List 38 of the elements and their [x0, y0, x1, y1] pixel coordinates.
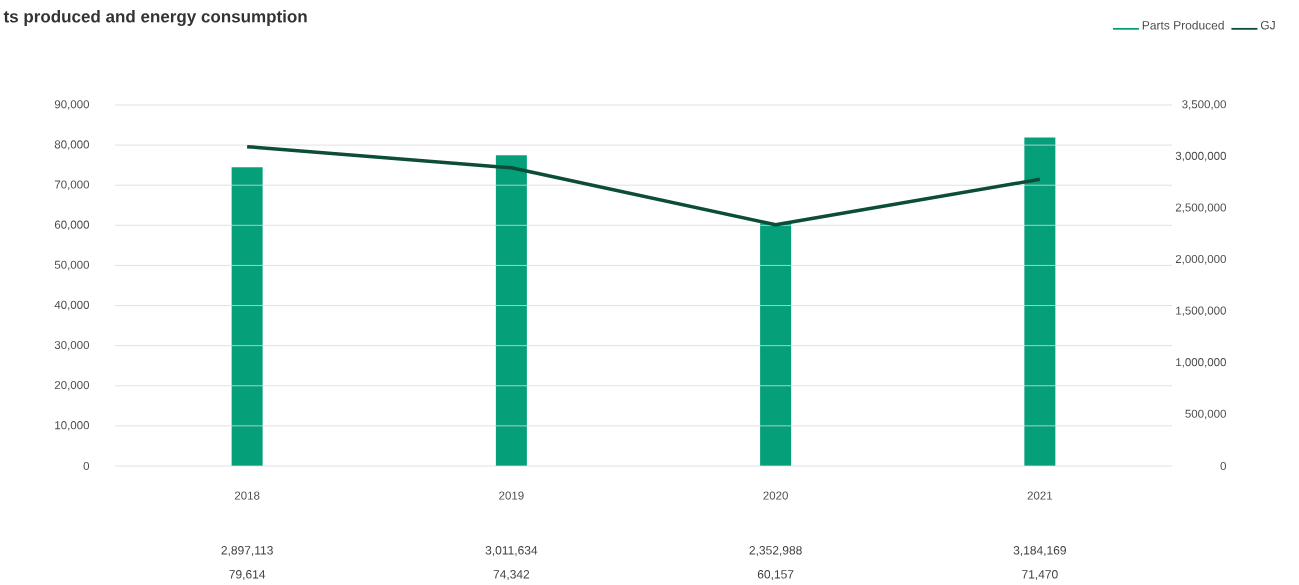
line-series	[245, 144, 1042, 227]
y-tick-label: 30,000	[54, 340, 90, 351]
chart-title: ts produced and energy consumption	[3, 10, 307, 26]
y2-tick-label: 3,000,000	[1175, 151, 1226, 162]
y-tick-label: 40,000	[54, 300, 90, 311]
y2-tick-label: 3,500,00	[1182, 100, 1226, 110]
x-tick-label: 2018	[234, 491, 260, 500]
bar	[495, 155, 527, 466]
bar	[1024, 137, 1056, 466]
data-label: 79,614	[229, 570, 266, 580]
data-label: 3,184,169	[1013, 546, 1066, 556]
data-label: 3,011,634	[485, 546, 538, 556]
y-tick-label: 0	[83, 461, 90, 471]
y-tick-label: 10,000	[55, 421, 90, 431]
y-tick-label: 60,000	[54, 220, 90, 231]
data-label: 71,470	[1022, 570, 1058, 580]
y-tick-label: 50,000	[54, 260, 90, 271]
y-tick-label: 70,000	[54, 180, 90, 190]
y2-tick-label: 2,500,000	[1175, 203, 1226, 213]
y2-tick-label: 1,500,000	[1176, 306, 1226, 317]
bar	[760, 223, 792, 466]
y-tick-label: 80,000	[54, 140, 90, 150]
y-tick-label: 90,000	[54, 100, 90, 110]
legend-label: GJ	[1260, 20, 1275, 30]
y2-tick-label: 0	[1220, 461, 1227, 471]
data-label: 74,342	[493, 570, 530, 580]
x-tick-label: 2019	[499, 491, 524, 500]
data-label: 2,352,988	[749, 546, 802, 556]
y-tick-label: 20,000	[54, 381, 90, 391]
y2-tick-label: 1,000,000	[1176, 358, 1226, 368]
bar	[231, 167, 263, 466]
data-label: 60,157	[757, 570, 794, 580]
y2-tick-label: 500,000	[1185, 409, 1226, 420]
legend-label: Parts Produced	[1142, 20, 1224, 30]
x-tick-label: 2021	[1027, 491, 1053, 500]
y2-tick-label: 2,000,000	[1175, 254, 1226, 265]
x-tick-label: 2020	[763, 491, 788, 500]
data-label: 2,897,113	[221, 546, 273, 556]
